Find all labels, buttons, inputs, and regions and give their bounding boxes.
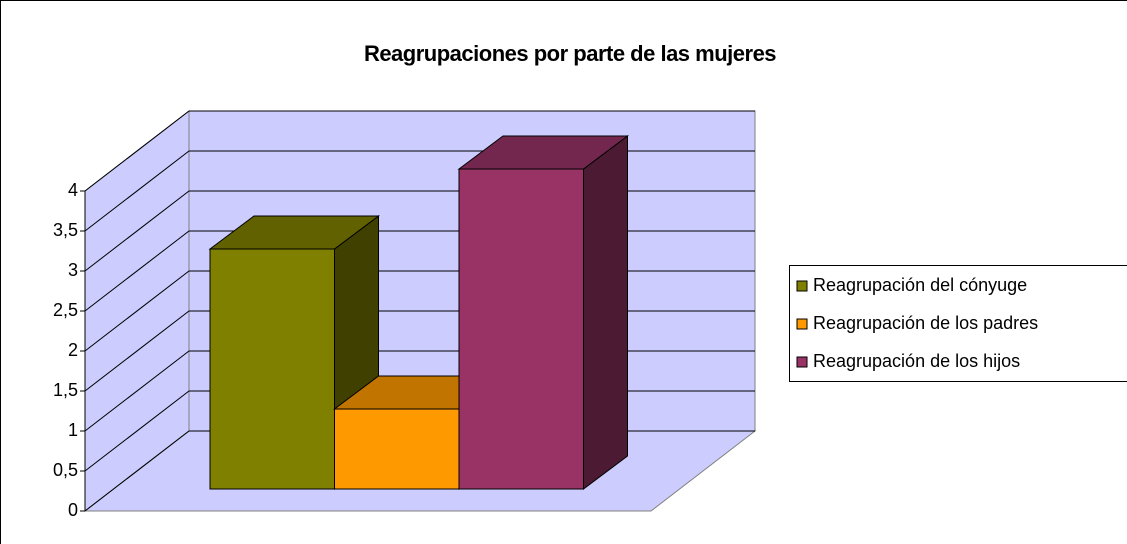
bar-side <box>583 135 628 490</box>
y-tick-label: 3,5 <box>53 220 78 240</box>
legend-label: Reagrupación de los hijos <box>813 351 1020 371</box>
grid-line <box>84 430 190 512</box>
grid-line <box>84 310 190 392</box>
grid-line <box>84 110 190 192</box>
y-tick-label: 1,5 <box>53 380 78 400</box>
y-tick-label: 3 <box>68 260 78 280</box>
grid-line <box>84 190 190 272</box>
legend-label: Reagrupación de los padres <box>813 313 1038 333</box>
legend-swatch <box>796 356 808 368</box>
grid-line <box>84 270 190 352</box>
y-tick-label: 0 <box>68 500 78 520</box>
bar <box>209 248 335 490</box>
grid-line <box>84 150 190 232</box>
bar <box>334 408 460 490</box>
legend-swatch <box>796 318 808 330</box>
y-tick-label: 1 <box>68 420 78 440</box>
grid-line <box>84 350 190 432</box>
bar-top <box>457 135 629 170</box>
legend-swatch <box>796 280 808 292</box>
bar <box>458 168 584 490</box>
y-tick-label: 4 <box>68 180 78 200</box>
y-tick-label: 2 <box>68 340 78 360</box>
grid-line <box>84 230 190 312</box>
legend-box <box>789 265 1127 382</box>
chart-title: Reagrupaciones por parte de las mujeres <box>364 41 776 66</box>
legend-label: Reagrupación del cónyuge <box>813 275 1027 295</box>
y-tick-label: 0,5 <box>53 460 78 480</box>
grid-line <box>84 390 190 472</box>
bar-top <box>208 215 380 250</box>
y-tick-label: 2,5 <box>53 300 78 320</box>
